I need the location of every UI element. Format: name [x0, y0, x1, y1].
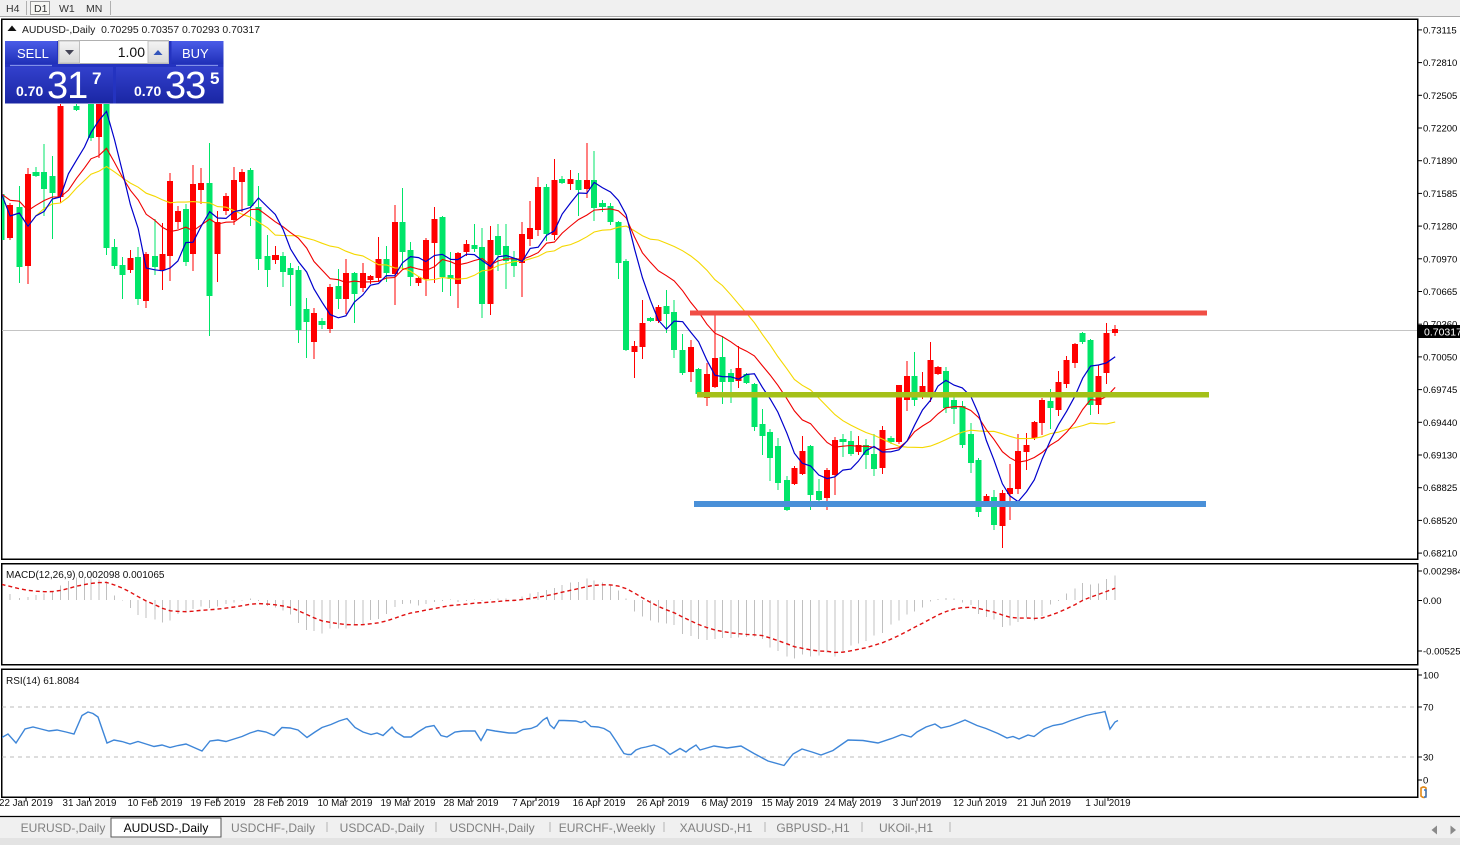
svg-text:MACD(12,26,9) 0.002098 0.00106: MACD(12,26,9) 0.002098 0.001065 — [6, 570, 165, 581]
svg-text:10 Feb 2019: 10 Feb 2019 — [127, 798, 182, 809]
svg-text:0.00: 0.00 — [1423, 596, 1442, 607]
svg-text:19 Feb 2019: 19 Feb 2019 — [190, 798, 245, 809]
svg-text:31 Jan 2019: 31 Jan 2019 — [63, 798, 117, 809]
svg-text:0.69440: 0.69440 — [1423, 418, 1457, 429]
svg-text:BUY: BUY — [182, 46, 209, 61]
svg-text:22 Jan 2019: 22 Jan 2019 — [0, 798, 53, 809]
svg-text:1.00: 1.00 — [118, 44, 145, 60]
svg-text:H4: H4 — [6, 3, 20, 15]
svg-text:0.71890: 0.71890 — [1423, 156, 1457, 167]
svg-text:5: 5 — [210, 69, 219, 88]
svg-text:24 May 2019: 24 May 2019 — [825, 798, 882, 809]
svg-text:33: 33 — [165, 65, 205, 107]
svg-text:0.69130: 0.69130 — [1423, 451, 1457, 462]
svg-text:RSI(14) 61.8084: RSI(14) 61.8084 — [6, 676, 80, 687]
svg-text:0.70050: 0.70050 — [1423, 352, 1457, 363]
svg-text:15 May 2019: 15 May 2019 — [762, 798, 819, 809]
svg-text:0.71280: 0.71280 — [1423, 222, 1457, 233]
svg-text:3 Jun 2019: 3 Jun 2019 — [893, 798, 941, 809]
svg-text:0.73115: 0.73115 — [1423, 25, 1457, 36]
svg-text:30: 30 — [1423, 753, 1434, 764]
svg-text:USDCHF-,Daily: USDCHF-,Daily — [231, 821, 315, 835]
svg-text:USDCAD-,Daily: USDCAD-,Daily — [340, 821, 425, 835]
svg-text:70: 70 — [1423, 703, 1434, 714]
svg-text:USDCNH-,Daily: USDCNH-,Daily — [449, 821, 534, 835]
svg-text:1 Jul 2019: 1 Jul 2019 — [1085, 798, 1130, 809]
svg-text:0.70665: 0.70665 — [1423, 287, 1457, 298]
svg-text:AUDUSD-,Daily 0.70295 0.70357: AUDUSD-,Daily 0.70295 0.70357 0.70293 0.… — [22, 25, 260, 36]
svg-text:100: 100 — [1423, 671, 1439, 682]
svg-text:0.70: 0.70 — [16, 83, 43, 99]
svg-text:GBPUSD-,H1: GBPUSD-,H1 — [776, 821, 850, 835]
svg-text:26 Apr 2019: 26 Apr 2019 — [637, 798, 690, 809]
svg-text:0.70970: 0.70970 — [1423, 254, 1457, 265]
svg-text:0.68520: 0.68520 — [1423, 516, 1457, 527]
svg-text:7: 7 — [92, 69, 101, 88]
svg-text:UKOil-,H1: UKOil-,H1 — [879, 821, 933, 835]
svg-text:0.72200: 0.72200 — [1423, 124, 1457, 135]
svg-text:0.002984: 0.002984 — [1423, 567, 1460, 578]
svg-text:0.68210: 0.68210 — [1423, 549, 1457, 560]
svg-text:-0.005256: -0.005256 — [1423, 647, 1460, 658]
svg-text:21 Jun 2019: 21 Jun 2019 — [1017, 798, 1071, 809]
svg-text:0.71585: 0.71585 — [1423, 189, 1457, 200]
svg-text:0.69745: 0.69745 — [1423, 385, 1457, 396]
svg-text:12 Jun 2019: 12 Jun 2019 — [953, 798, 1007, 809]
svg-text:W1: W1 — [59, 3, 75, 15]
svg-text:0.68825: 0.68825 — [1423, 483, 1457, 494]
svg-text:10 Mar 2019: 10 Mar 2019 — [317, 798, 372, 809]
svg-text:EURCHF-,Weekly: EURCHF-,Weekly — [559, 821, 655, 835]
svg-text:XAUUSD-,H1: XAUUSD-,H1 — [680, 821, 753, 835]
svg-text:28 Feb 2019: 28 Feb 2019 — [253, 798, 308, 809]
svg-text:SELL: SELL — [17, 46, 49, 61]
svg-text:MN: MN — [86, 3, 102, 15]
svg-text:19 Mar 2019: 19 Mar 2019 — [380, 798, 435, 809]
svg-text:0.72810: 0.72810 — [1423, 58, 1457, 69]
svg-text:AUDUSD-,Daily: AUDUSD-,Daily — [124, 821, 209, 835]
svg-text:28 Mar 2019: 28 Mar 2019 — [443, 798, 498, 809]
svg-text:7 Apr 2019: 7 Apr 2019 — [512, 798, 559, 809]
svg-text:6 May 2019: 6 May 2019 — [701, 798, 752, 809]
svg-text:D1: D1 — [34, 3, 48, 15]
svg-text:31: 31 — [47, 65, 87, 107]
svg-text:EURUSD-,Daily: EURUSD-,Daily — [21, 821, 106, 835]
svg-text:0.70: 0.70 — [134, 83, 161, 99]
svg-text:0: 0 — [1423, 776, 1428, 787]
svg-text:0.70317: 0.70317 — [1424, 327, 1460, 339]
svg-text:0.72505: 0.72505 — [1423, 91, 1457, 102]
svg-text:16 Apr 2019: 16 Apr 2019 — [573, 798, 626, 809]
